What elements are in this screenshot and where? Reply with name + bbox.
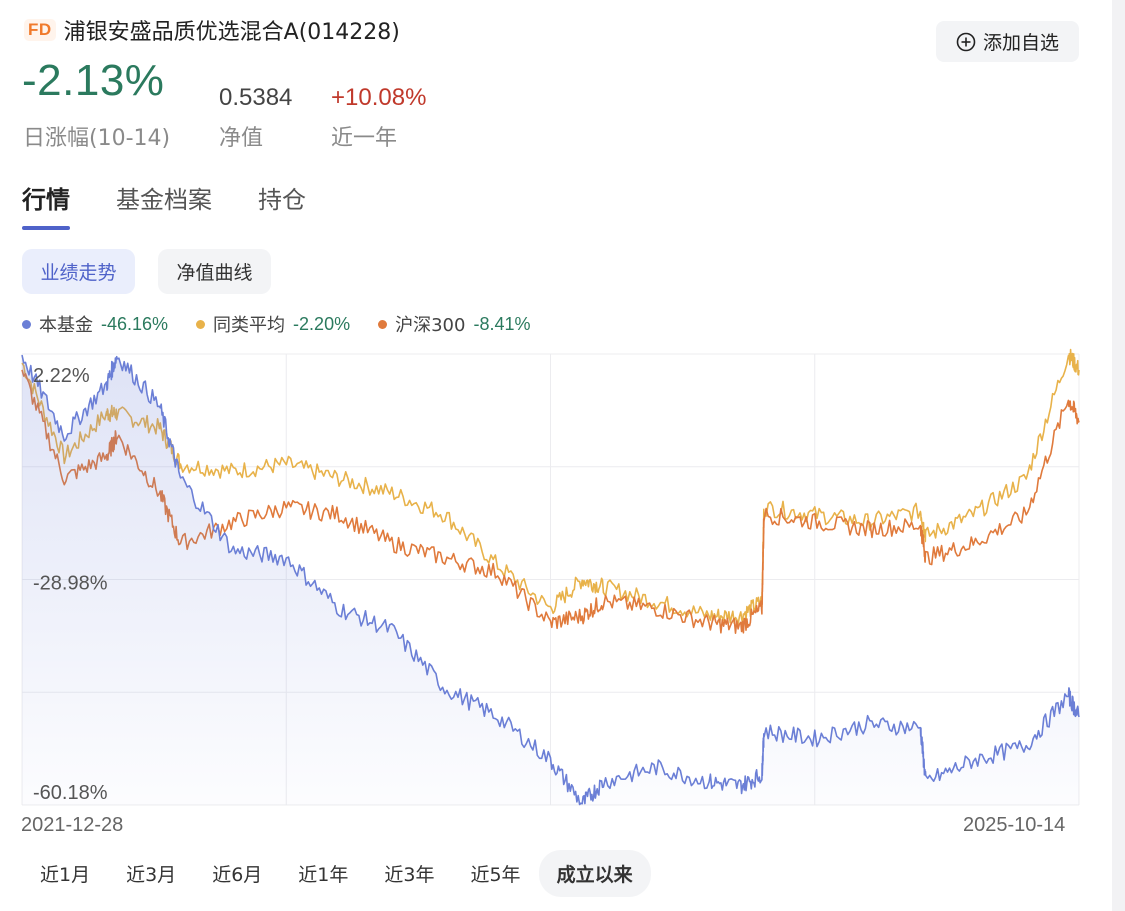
legend-dot-index — [378, 319, 388, 329]
fund-header: FD 浦银安盛品质优选混合A(014228) — [24, 14, 400, 46]
legend-name-index: 沪深300 — [395, 315, 466, 336]
period-1y[interactable]: 近1年 — [298, 864, 349, 886]
y-tick-label-0: 2.22% — [33, 365, 90, 387]
nav-curve-toggle[interactable]: 净值曲线 — [158, 249, 271, 294]
period-5y[interactable]: 近5年 — [470, 864, 521, 886]
nav-label: 净值 — [219, 126, 264, 151]
chart-end-date: 2025-10-14 — [963, 814, 1066, 836]
legend-item-fund: 本基金 -46.16% — [22, 311, 168, 337]
fund-logo: FD — [24, 19, 56, 41]
nav-value: 0.5384 — [219, 84, 293, 111]
tab-fund-profile[interactable]: 基金档案 — [116, 186, 212, 214]
chart-legend: 本基金 -46.16% 同类平均 -2.20% 沪深300 -8.41% — [22, 311, 559, 337]
legend-value-peer: -2.20% — [293, 313, 351, 334]
legend-name-peer: 同类平均 — [213, 315, 286, 336]
chart-y-labels: 2.22% -28.98% -60.18% — [33, 365, 108, 804]
fund-title: 浦银安盛品质优选混合A(014228) — [63, 20, 400, 45]
performance-chart[interactable]: 2.22% -28.98% -60.18% — [0, 340, 1100, 810]
period-since-inception[interactable]: 成立以来 — [538, 850, 651, 897]
legend-dot-fund — [22, 319, 31, 329]
add-watchlist-label: 添加自选 — [982, 32, 1059, 54]
add-watchlist-button[interactable]: 添加自选 — [936, 21, 1079, 62]
plus-circle-icon — [956, 32, 976, 51]
performance-trend-toggle[interactable]: 业绩走势 — [22, 249, 135, 294]
period-6m[interactable]: 近6月 — [212, 864, 263, 886]
daily-change-label: 日涨幅(10-14) — [23, 126, 171, 151]
legend-dot-peer — [196, 319, 206, 329]
series-line-fund — [21, 354, 1080, 806]
legend-value-fund: -46.16% — [101, 313, 169, 334]
chart-start-date: 2021-12-28 — [21, 814, 124, 836]
daily-change-value: -2.13% — [22, 56, 165, 105]
legend-name-fund: 本基金 — [39, 315, 93, 336]
period-1m[interactable]: 近1月 — [40, 864, 91, 886]
chart-series — [21, 348, 1080, 806]
year-change-value: +10.08% — [331, 84, 427, 111]
y-tick-label-2: -60.18% — [33, 782, 108, 804]
tab-bar: 行情 基金档案 持仓 — [22, 180, 352, 230]
page-scrollbar[interactable] — [1112, 0, 1125, 911]
tab-holdings[interactable]: 持仓 — [258, 186, 306, 214]
year-change-label: 近一年 — [331, 126, 398, 151]
period-selector: 近1月 近3月 近6月 近1年 近3年 近5年 成立以来 — [22, 850, 651, 897]
legend-item-index: 沪深300 -8.41% — [378, 311, 531, 337]
y-tick-label-1: -28.98% — [33, 573, 108, 595]
series-area-fund — [22, 355, 1079, 805]
tab-market[interactable]: 行情 — [22, 180, 70, 230]
period-3m[interactable]: 近3月 — [126, 864, 177, 886]
legend-value-index: -8.41% — [473, 313, 531, 334]
period-3y[interactable]: 近3年 — [384, 864, 435, 886]
legend-item-peer: 同类平均 -2.20% — [196, 311, 350, 337]
